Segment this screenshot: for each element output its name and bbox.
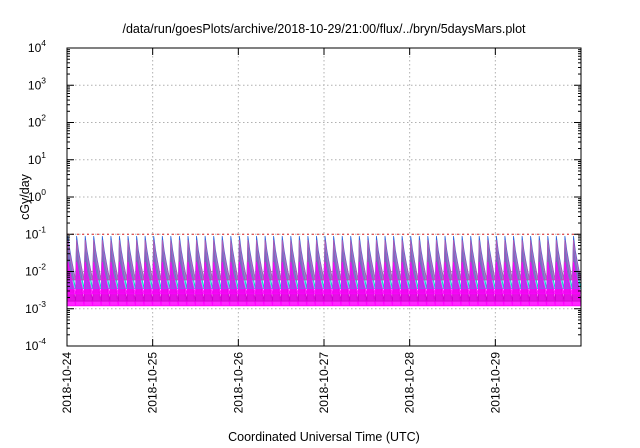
x-axis: 2018-10-24 2018-10-25 2018-10-26 2018-10-27…: [60, 48, 502, 413]
x-tick-label: 2018-10-29: [488, 352, 502, 414]
y-tick-label: 103: [28, 75, 46, 92]
x-tick-label: 2018-10-27: [317, 352, 331, 414]
x-axis-label: Coordinated Universal Time (UTC): [228, 430, 420, 444]
x-tick-label: 2018-10-24: [60, 352, 74, 414]
x-tick-label: 2018-10-28: [403, 352, 417, 414]
y-tick-label: 102: [28, 113, 46, 130]
y-tick-label: 10-4: [25, 336, 46, 353]
series-group: [67, 233, 581, 307]
y-tick-label: 100: [28, 187, 46, 204]
y-axis: 10-4 10-3 10-2 10-1 100 101 102 103 104: [25, 38, 581, 353]
y-axis-label: cGy/day: [18, 173, 32, 220]
x-tick-label: 2018-10-25: [146, 352, 160, 414]
y-tick-label: 10-2: [25, 262, 46, 279]
y-tick-label: 101: [28, 150, 46, 167]
y-tick-label: 10-1: [25, 224, 46, 241]
y-tick-label: 104: [28, 38, 46, 55]
x-tick-label: 2018-10-26: [231, 352, 245, 414]
series-4: [67, 239, 581, 281]
y-tick-label: 10-3: [25, 299, 46, 316]
series-5: [67, 261, 581, 295]
chart-title: /data/run/goesPlots/archive/2018-10-29/2…: [122, 22, 526, 36]
